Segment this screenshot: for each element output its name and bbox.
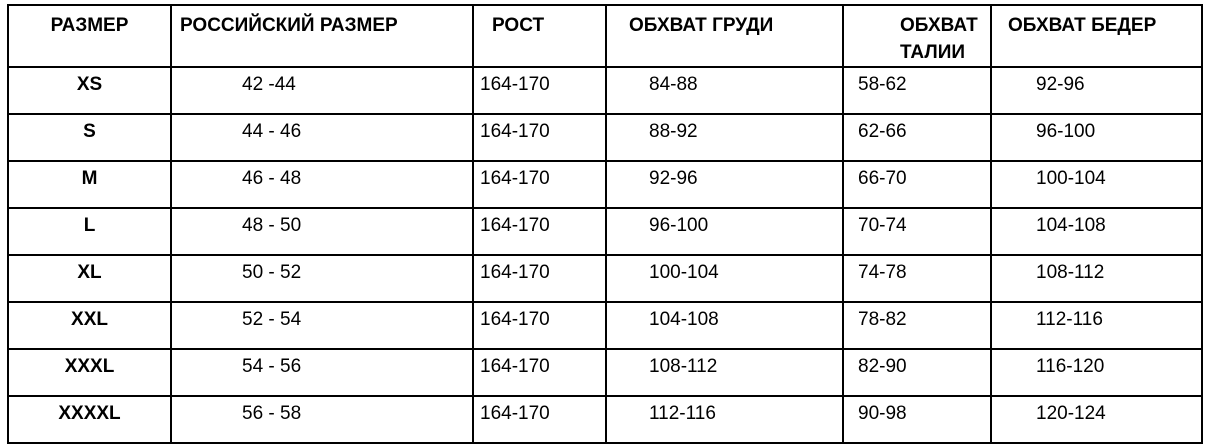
cell-size: XS [7,66,172,115]
cell-waist: 78-82 [842,301,992,350]
cell-hips: 92-96 [990,66,1203,115]
cell-russian-size: 48 - 50 [170,207,474,256]
cell-chest: 112-116 [605,395,844,444]
cell-height: 164-170 [472,395,607,444]
table-row: L 48 - 50 164-170 96-100 70-74 104-108 [7,207,1203,256]
cell-hips: 100-104 [990,160,1203,209]
cell-chest: 96-100 [605,207,844,256]
size-chart-table: РАЗМЕР РОССИЙСКИЙ РАЗМЕР РОСТ ОБХВАТ ГРУ… [7,4,1203,444]
cell-height: 164-170 [472,301,607,350]
header-waist: ОБХВАТ ТАЛИИ [842,4,992,68]
cell-size: XXL [7,301,172,350]
cell-height: 164-170 [472,66,607,115]
cell-hips: 104-108 [990,207,1203,256]
cell-height: 164-170 [472,160,607,209]
cell-chest: 84-88 [605,66,844,115]
cell-hips: 96-100 [990,113,1203,162]
cell-russian-size: 56 - 58 [170,395,474,444]
cell-hips: 116-120 [990,348,1203,397]
cell-hips: 120-124 [990,395,1203,444]
cell-chest: 92-96 [605,160,844,209]
cell-russian-size: 50 - 52 [170,254,474,303]
table-row: S 44 - 46 164-170 88-92 62-66 96-100 [7,113,1203,162]
header-chest: ОБХВАТ ГРУДИ [605,4,844,68]
cell-size: M [7,160,172,209]
cell-russian-size: 52 - 54 [170,301,474,350]
cell-chest: 104-108 [605,301,844,350]
cell-waist: 74-78 [842,254,992,303]
table-row: XXXL 54 - 56 164-170 108-112 82-90 116-120 [7,348,1203,397]
table-row: XL 50 - 52 164-170 100-104 74-78 108-112 [7,254,1203,303]
cell-size: S [7,113,172,162]
cell-waist: 82-90 [842,348,992,397]
header-hips: ОБХВАТ БЕДЕР [990,4,1203,68]
cell-waist: 66-70 [842,160,992,209]
cell-height: 164-170 [472,207,607,256]
cell-waist: 62-66 [842,113,992,162]
cell-russian-size: 42 -44 [170,66,474,115]
header-height: РОСТ [472,4,607,68]
header-russian-size: РОССИЙСКИЙ РАЗМЕР [170,4,474,68]
cell-height: 164-170 [472,254,607,303]
cell-waist: 58-62 [842,66,992,115]
cell-chest: 108-112 [605,348,844,397]
cell-russian-size: 54 - 56 [170,348,474,397]
cell-size: L [7,207,172,256]
cell-height: 164-170 [472,348,607,397]
cell-waist: 70-74 [842,207,992,256]
table-row: M 46 - 48 164-170 92-96 66-70 100-104 [7,160,1203,209]
header-row: РАЗМЕР РОССИЙСКИЙ РАЗМЕР РОСТ ОБХВАТ ГРУ… [7,4,1203,68]
cell-size: XXXXL [7,395,172,444]
cell-waist: 90-98 [842,395,992,444]
cell-height: 164-170 [472,113,607,162]
cell-hips: 112-116 [990,301,1203,350]
cell-size: XL [7,254,172,303]
cell-russian-size: 46 - 48 [170,160,474,209]
cell-russian-size: 44 - 46 [170,113,474,162]
table-row: XXXXL 56 - 58 164-170 112-116 90-98 120-124 [7,395,1203,444]
cell-hips: 108-112 [990,254,1203,303]
cell-size: XXXL [7,348,172,397]
table-row: XXL 52 - 54 164-170 104-108 78-82 112-116 [7,301,1203,350]
cell-chest: 88-92 [605,113,844,162]
cell-chest: 100-104 [605,254,844,303]
header-size: РАЗМЕР [7,4,172,68]
table-row: XS 42 -44 164-170 84-88 58-62 92-96 [7,66,1203,115]
